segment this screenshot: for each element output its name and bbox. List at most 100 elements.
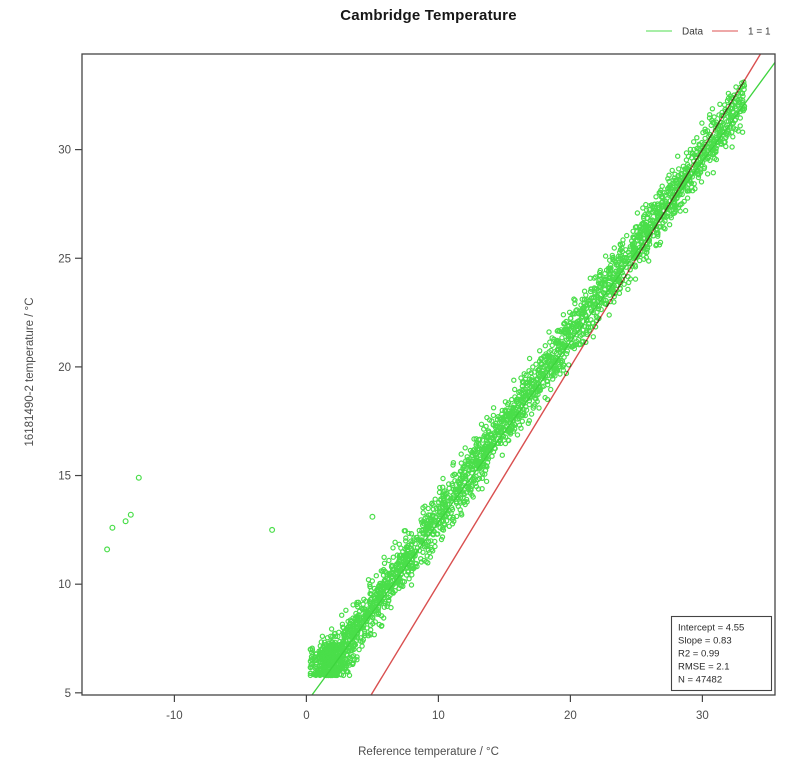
scatter-point [329, 654, 335, 660]
scatter-point [730, 134, 736, 140]
scatter-point [525, 390, 532, 396]
scatter-point [642, 248, 648, 255]
scatter-point [658, 194, 665, 200]
scatter-point [683, 166, 689, 172]
scatter-point [560, 367, 567, 373]
scatter-point [450, 460, 457, 466]
scatter-point [488, 438, 494, 444]
scatter-point [640, 205, 646, 211]
scatter-point [542, 362, 549, 368]
scatter-point [485, 428, 492, 434]
scatter-point [464, 454, 470, 460]
scatter-point [480, 462, 486, 469]
scatter-point [662, 218, 668, 224]
scatter-point [350, 661, 356, 668]
scatter-point [572, 297, 578, 303]
scatter-point [403, 544, 410, 551]
scatter-point [740, 102, 746, 108]
scatter-point [653, 242, 659, 249]
scatter-point [590, 334, 597, 340]
scatter-point [416, 527, 422, 534]
scatter-point [335, 633, 341, 640]
scatter-point [309, 645, 315, 651]
scatter-point [417, 539, 424, 545]
scatter-point [492, 431, 498, 437]
scatter-point [465, 456, 471, 463]
scatter-point [622, 251, 629, 258]
scatter-point [711, 114, 717, 120]
scatter-point [730, 125, 737, 131]
scatter-point [546, 329, 552, 335]
scatter-point [359, 605, 365, 612]
scatter-point [320, 643, 326, 650]
scatter-point [591, 301, 598, 307]
scatter-point [677, 201, 683, 208]
scatter-point [691, 181, 697, 187]
scatter-point [571, 296, 577, 302]
stats-line: Slope = 0.83 [678, 636, 732, 647]
stats-line: Intercept = 4.55 [678, 623, 744, 634]
fit-line [311, 61, 775, 695]
scatter-point [511, 377, 517, 383]
scatter-point [709, 151, 716, 157]
scatter-point [521, 371, 527, 377]
scatter-point [367, 601, 373, 608]
scatter-point [354, 657, 360, 663]
scatter-point [700, 129, 706, 136]
scatter-point [737, 115, 744, 121]
scatter-point [451, 518, 457, 524]
scatter-point [653, 194, 659, 200]
scatter-point [403, 572, 410, 578]
scatter-point [461, 490, 467, 497]
scatter-point [514, 432, 521, 438]
scatter-point [720, 112, 726, 119]
scatter-point [355, 599, 362, 606]
scatter-point [586, 301, 593, 307]
scatter-point [354, 621, 360, 628]
scatter-point [365, 633, 372, 639]
scatter-point [553, 339, 560, 346]
scatter-point [456, 471, 463, 477]
scatter-point [723, 143, 729, 150]
scatter-point [634, 210, 641, 216]
scatter-point [611, 270, 617, 277]
scatter-point [507, 421, 514, 427]
stats-line: R2 = 0.99 [678, 649, 719, 660]
scatter-point [481, 433, 487, 439]
y-tick-label: 5 [65, 688, 71, 700]
scatter-point [332, 661, 338, 668]
scatter-point [625, 286, 631, 293]
scatter-point [334, 644, 341, 651]
scatter-point [127, 511, 134, 518]
scatter-point [679, 191, 685, 198]
scatter-point [480, 446, 486, 452]
scatter-point [597, 269, 603, 276]
scatter-point [450, 472, 456, 479]
scatter-point [511, 402, 517, 408]
scatter-point [533, 361, 539, 367]
scatter-point [496, 424, 503, 430]
scatter-point [386, 594, 392, 601]
scatter-point [666, 172, 672, 178]
scatter-point [370, 615, 376, 621]
scatter-point [518, 375, 524, 381]
scatter-point [428, 521, 434, 527]
scatter-point [538, 364, 544, 370]
scatter-point [330, 633, 336, 640]
scatter-point [384, 603, 390, 610]
scatter-point [533, 396, 539, 402]
scatter-point [727, 115, 734, 121]
scatter-point [465, 458, 471, 465]
scatter-point [343, 607, 349, 614]
scatter-point [632, 264, 639, 270]
scatter-point [509, 411, 516, 417]
scatter-point [386, 571, 392, 578]
scatter-point [549, 335, 555, 341]
scatter-point [519, 418, 526, 424]
scatter-point [446, 523, 452, 530]
scatter-point [512, 386, 518, 393]
scatter-point [449, 481, 455, 487]
scatter-point [655, 204, 662, 211]
y-tick-label: 30 [58, 145, 71, 157]
scatter-point [577, 333, 584, 339]
